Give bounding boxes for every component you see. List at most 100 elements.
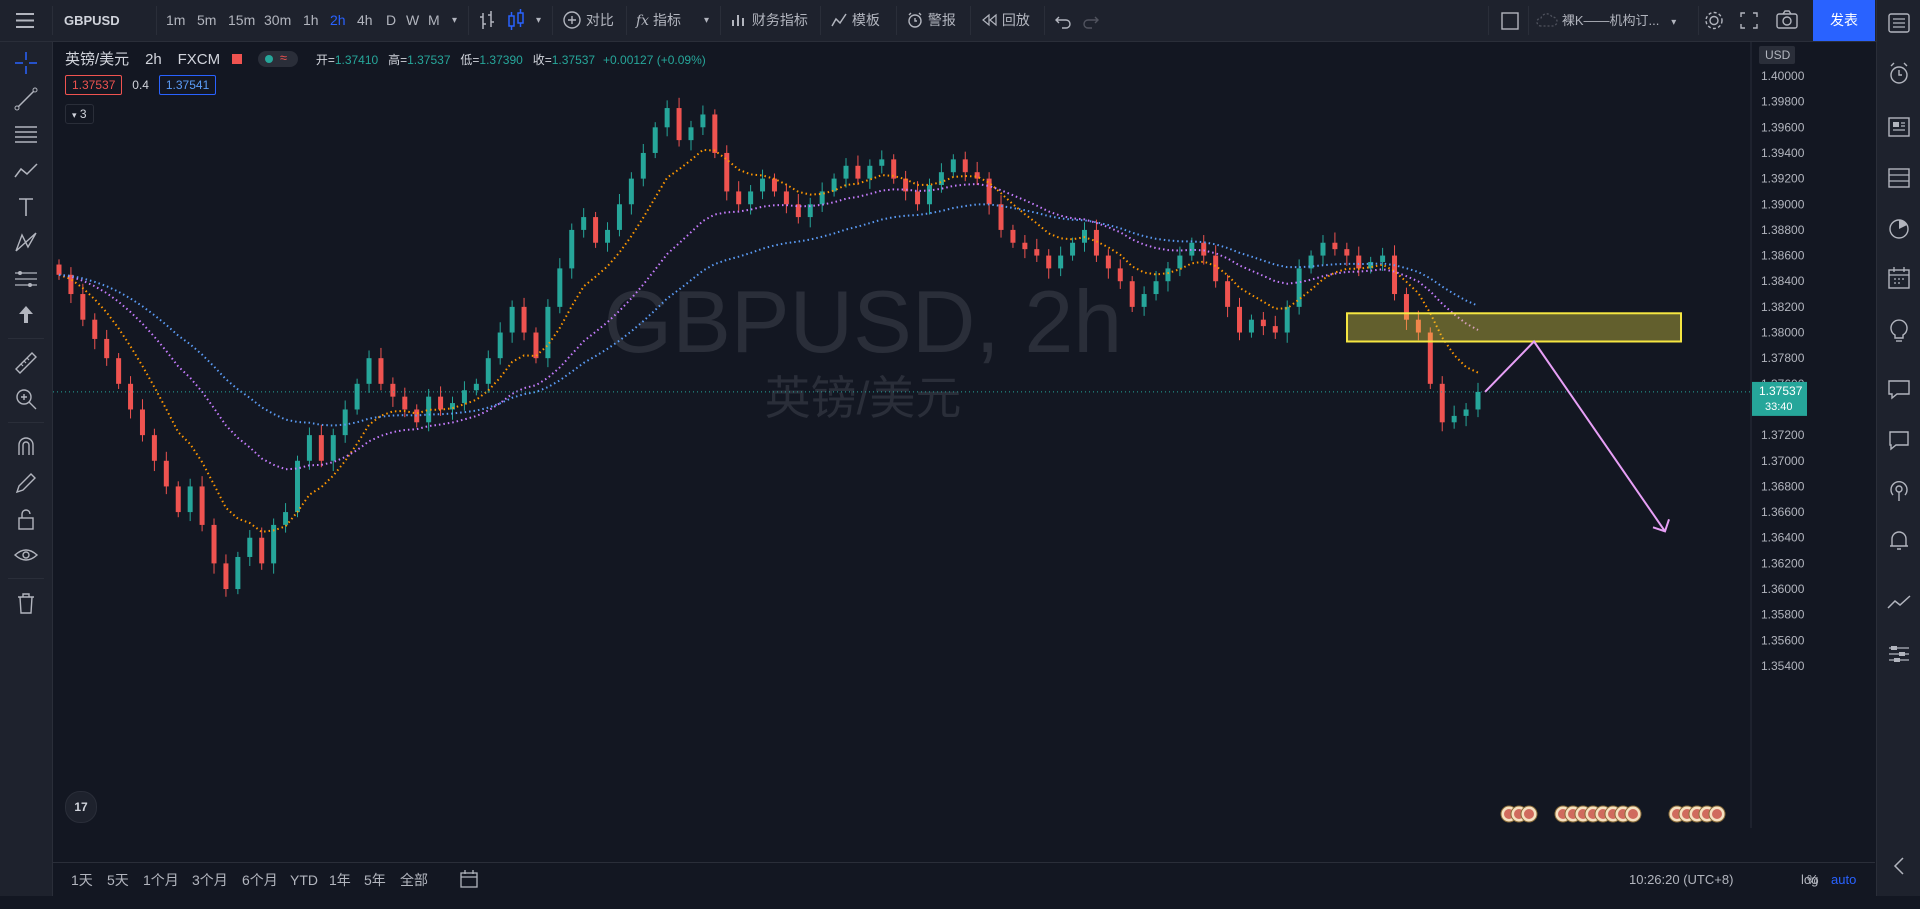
- range-6[interactable]: 1年: [329, 872, 351, 888]
- bell-icon[interactable]: [1885, 526, 1913, 554]
- auto-toggle[interactable]: auto: [1831, 872, 1857, 887]
- tradingview-logo[interactable]: 17: [65, 791, 97, 823]
- legend-title[interactable]: 英镑/美元: [65, 51, 130, 68]
- range-2[interactable]: 1个月: [143, 872, 179, 888]
- hotlist-icon[interactable]: [1885, 215, 1913, 243]
- ask-box[interactable]: 1.37541: [158, 75, 217, 95]
- range-4[interactable]: 6个月: [242, 872, 278, 888]
- news-icon[interactable]: [1885, 113, 1913, 141]
- magnet-icon[interactable]: [12, 433, 40, 461]
- date-range-icon[interactable]: [459, 863, 479, 897]
- candle-body: [724, 152, 730, 192]
- chevron-down-icon[interactable]: ▾: [452, 15, 458, 26]
- forecast-icon[interactable]: [12, 265, 40, 293]
- pattern-icon[interactable]: [12, 157, 40, 185]
- trend-line-icon[interactable]: [12, 85, 40, 113]
- ohlc-high-label: 高=: [388, 53, 408, 67]
- compare-button[interactable]: 对比: [562, 0, 614, 41]
- interval-5m[interactable]: 5m: [197, 12, 217, 28]
- chat-icon[interactable]: [1885, 375, 1913, 403]
- idea-lightbulb-icon[interactable]: [1885, 315, 1913, 343]
- interval-2h[interactable]: 2h: [330, 12, 346, 28]
- candle-body: [116, 358, 122, 384]
- indicator-collapse[interactable]: ▾ 3: [65, 104, 94, 124]
- messages-icon[interactable]: [1885, 425, 1913, 453]
- candle-style-icon[interactable]: [506, 0, 526, 41]
- redo-icon[interactable]: [1082, 0, 1100, 41]
- candle-body: [938, 172, 944, 186]
- pencil-lock-icon[interactable]: [12, 469, 40, 497]
- trash-icon[interactable]: [12, 589, 40, 617]
- range-3[interactable]: 3个月: [192, 872, 228, 888]
- candle-body: [104, 338, 110, 359]
- calendar-icon[interactable]: [1885, 264, 1913, 292]
- percent-toggle[interactable]: %: [1807, 872, 1819, 887]
- xabcd-icon[interactable]: [12, 229, 40, 257]
- chart-svg[interactable]: GBPUSD, 2h英镑/美元1.400001.398001.396001.39…: [53, 42, 1808, 852]
- range-5[interactable]: YTD: [290, 872, 318, 888]
- lock-icon[interactable]: [12, 505, 40, 533]
- range-0[interactable]: 1天: [71, 872, 93, 888]
- chevron-left-icon[interactable]: [1885, 852, 1913, 880]
- interval-1m[interactable]: 1m: [166, 12, 186, 28]
- templates-button[interactable]: 模板: [830, 0, 880, 41]
- chevron-down-icon[interactable]: ▾: [704, 15, 710, 26]
- function-icon: fx: [636, 13, 650, 29]
- interval-30m[interactable]: 30m: [264, 12, 292, 28]
- ruler-icon[interactable]: [12, 349, 40, 377]
- candle-body: [92, 319, 98, 339]
- alarm-clock-icon[interactable]: [1885, 60, 1913, 88]
- trading-panel-icon[interactable]: [1885, 590, 1913, 618]
- candle-body: [843, 165, 849, 179]
- gear-icon[interactable]: [1702, 0, 1726, 41]
- bar-style-icon[interactable]: [478, 0, 498, 41]
- arrow-up-icon[interactable]: [12, 301, 40, 329]
- candle-body: [640, 152, 646, 179]
- undo-icon[interactable]: [1054, 0, 1072, 41]
- interval-1h[interactable]: 1h: [303, 12, 319, 28]
- dom-icon[interactable]: [1885, 640, 1913, 668]
- menu-icon[interactable]: [14, 0, 38, 41]
- crosshair-icon[interactable]: [12, 49, 40, 77]
- alarm-clock-icon: [906, 0, 924, 41]
- log-toggle[interactable]: log: [1801, 872, 1819, 887]
- zoom-in-icon[interactable]: [12, 385, 40, 413]
- alert-button[interactable]: 警报: [906, 0, 956, 41]
- bid-box[interactable]: 1.37537: [65, 75, 123, 95]
- range-8[interactable]: 全部: [400, 872, 428, 888]
- layout-selector[interactable]: 裸K——机构订... ▾: [1536, 0, 1676, 41]
- chevron-down-icon[interactable]: ▾: [536, 15, 542, 26]
- watchlist-icon[interactable]: [1885, 9, 1913, 37]
- price-tick-label: 1.39800: [1761, 95, 1805, 109]
- camera-icon[interactable]: [1775, 0, 1799, 41]
- candle-body: [438, 396, 444, 410]
- interval-D[interactable]: D: [386, 12, 397, 28]
- interval-W[interactable]: W: [406, 12, 420, 28]
- clock[interactable]: 10:26:20 (UTC+8): [1629, 872, 1734, 887]
- financials-button[interactable]: 财务指标: [730, 0, 808, 41]
- indicators-button[interactable]: fx 指标: [636, 0, 681, 41]
- fullscreen-icon[interactable]: [1738, 0, 1760, 41]
- range-1[interactable]: 5天: [107, 872, 129, 888]
- candle-body: [80, 294, 86, 320]
- candle-body: [1296, 268, 1302, 307]
- chart-pane[interactable]: GBPUSD, 2h 英镑/美元 1.40000 1.39800 1.39600 1.39…: [53, 42, 1808, 852]
- interval-4h[interactable]: 4h: [357, 12, 373, 28]
- range-7[interactable]: 5年: [364, 872, 386, 888]
- eye-icon[interactable]: [12, 541, 40, 569]
- square-icon[interactable]: [1500, 0, 1520, 41]
- candle-body: [771, 178, 777, 192]
- replay-button[interactable]: 回放: [980, 0, 1030, 41]
- symbol-search[interactable]: GBPUSD: [64, 13, 120, 28]
- interval-M[interactable]: M: [428, 12, 440, 28]
- market-status-badge[interactable]: ≈: [257, 50, 298, 67]
- text-icon[interactable]: [12, 193, 40, 221]
- interval-15m[interactable]: 15m: [228, 12, 256, 28]
- broadcast-icon[interactable]: [1885, 477, 1913, 505]
- currency-selector[interactable]: [1759, 46, 1795, 64]
- publish-button[interactable]: 发表: [1813, 0, 1875, 41]
- candle-body: [593, 217, 599, 243]
- fib-retracement-icon[interactable]: [12, 121, 40, 149]
- tilde-icon: ≈: [279, 50, 288, 65]
- data-window-icon[interactable]: [1885, 164, 1913, 192]
